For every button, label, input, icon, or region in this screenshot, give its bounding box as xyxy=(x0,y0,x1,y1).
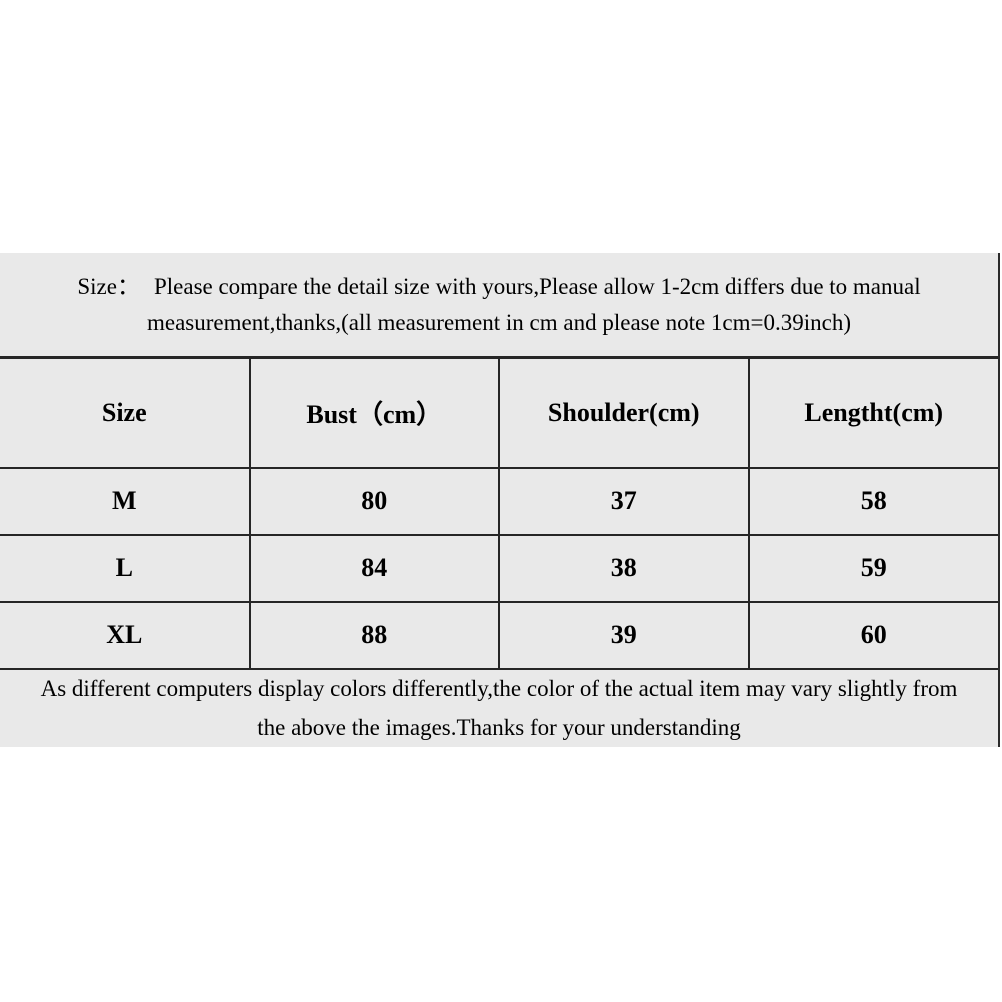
cell-shoulder: 39 xyxy=(498,600,750,670)
size-label: Size： xyxy=(77,273,140,299)
size-chart-panel: Size： Please compare the detail size with… xyxy=(0,253,1000,747)
size-note-line2: measurement,thanks,(all measurement in c… xyxy=(146,309,851,335)
column-header-length: Lengtht(cm) xyxy=(747,356,998,469)
cell-size: XL xyxy=(0,600,251,670)
cell-length: 59 xyxy=(747,533,998,603)
cell-size: M xyxy=(0,466,251,536)
size-note-line1-text: Please compare the detail size with your… xyxy=(153,273,921,299)
cell-shoulder: 38 xyxy=(498,533,750,603)
size-note-line1: Size： Please compare the detail size with… xyxy=(0,269,998,305)
color-disclaimer: As different computers display colors di… xyxy=(0,670,998,747)
size-table: Size Bust（cm） Shoulder(cm) Lengtht(cm) M… xyxy=(0,356,998,670)
cell-bust: 88 xyxy=(248,600,500,670)
cell-bust: 80 xyxy=(248,466,500,536)
cell-length: 58 xyxy=(747,466,998,536)
table-header-row: Size Bust（cm） Shoulder(cm) Lengtht(cm) xyxy=(0,356,998,469)
column-header-shoulder: Shoulder(cm) xyxy=(498,356,750,469)
size-note: Size： Please compare the detail size with… xyxy=(0,253,998,356)
table-row: M 80 37 58 xyxy=(0,466,998,536)
cell-length: 60 xyxy=(747,600,998,670)
table-row: XL 88 39 60 xyxy=(0,600,998,670)
disclaimer-line2: the above the images.Thanks for your und… xyxy=(257,715,741,740)
cell-bust: 84 xyxy=(248,533,500,603)
cell-shoulder: 37 xyxy=(498,466,750,536)
disclaimer-line1: As different computers display colors di… xyxy=(40,676,958,701)
cell-size: L xyxy=(0,533,251,603)
column-header-bust: Bust（cm） xyxy=(248,356,500,469)
table-row: L 84 38 59 xyxy=(0,533,998,603)
column-header-size: Size xyxy=(0,356,251,469)
